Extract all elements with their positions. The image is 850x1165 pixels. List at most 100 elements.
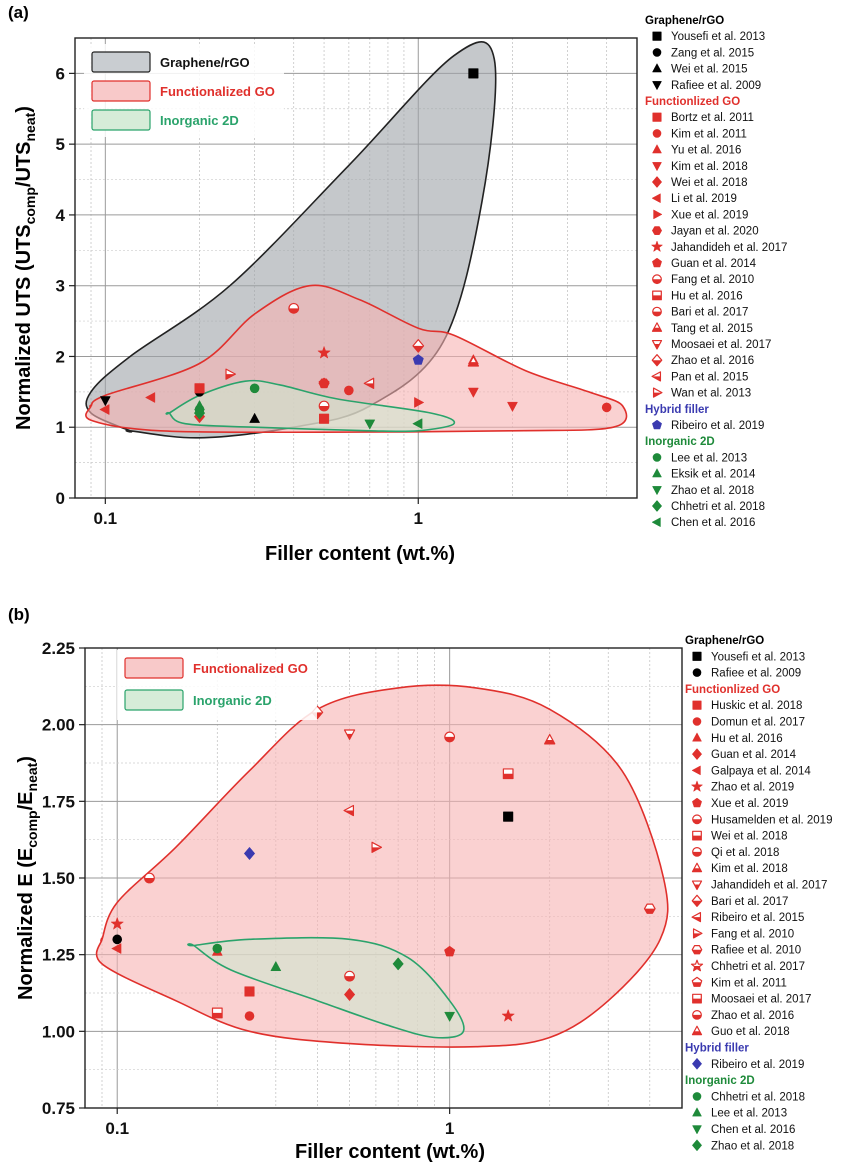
legend-entry: Wei et al. 2015 xyxy=(671,64,748,76)
y-axis-label-part: neat xyxy=(22,112,38,141)
marker-shape xyxy=(651,500,663,512)
legend-entry: Li et al. 2019 xyxy=(671,193,737,205)
data-point xyxy=(444,945,456,957)
marker-shape xyxy=(692,700,702,710)
legend-marker xyxy=(651,354,663,367)
legend-entry: Chen et al. 2016 xyxy=(711,1124,795,1136)
legend-entry: Ribeiro et al. 2019 xyxy=(671,420,764,432)
marker-half-fill xyxy=(346,733,353,740)
legend-marker xyxy=(692,732,702,742)
legend-entry: Fang et al. 2010 xyxy=(671,274,754,286)
legend-group-header: Hybrid filler xyxy=(685,1043,749,1055)
marker-half-fill xyxy=(652,327,662,332)
marker-half-fill xyxy=(444,736,455,742)
legend-entry: Tang et al. 2015 xyxy=(671,323,753,335)
legend-entry: Guan et al. 2014 xyxy=(671,258,757,270)
marker-half-fill xyxy=(652,279,662,284)
data-point xyxy=(467,356,480,367)
marker-shape xyxy=(112,934,123,945)
y-tick-label: 0.75 xyxy=(42,1099,75,1118)
marker-shape xyxy=(652,48,662,57)
legend-marker xyxy=(651,517,661,528)
legend-marker xyxy=(652,274,662,285)
legend-marker xyxy=(651,176,663,188)
marker-half-fill xyxy=(652,311,662,316)
legend-entry: Chhetri et al. 2018 xyxy=(671,501,765,513)
legend-marker xyxy=(692,1125,702,1135)
legend-marker xyxy=(653,209,663,220)
legend-marker xyxy=(692,1010,702,1020)
marker-shape xyxy=(318,377,330,389)
marker-shape xyxy=(468,68,479,79)
data-point xyxy=(392,957,404,971)
data-point xyxy=(249,383,260,394)
legend-entry: Domun et al. 2017 xyxy=(711,717,805,729)
data-point xyxy=(412,354,424,365)
legend-marker xyxy=(652,81,662,91)
legend-marker xyxy=(691,862,703,873)
legend-entry: Eksik et al. 2014 xyxy=(671,469,756,481)
legend-marker xyxy=(692,928,703,939)
legend-entry: Yu et al. 2016 xyxy=(671,145,741,157)
region-legend-label: Functionalized GO xyxy=(193,661,308,676)
legend-group-header: Inorganic 2D xyxy=(645,436,715,448)
legend-entry: Husamelden et al. 2019 xyxy=(711,814,832,826)
legend-entry: Ribeiro et al. 2015 xyxy=(711,912,804,924)
legend-marker xyxy=(691,1139,703,1152)
marker-shape xyxy=(652,419,662,430)
legend-entry: Wei et al. 2018 xyxy=(671,177,748,189)
y-axis-label-part: Normalized UTS (UTS xyxy=(13,224,35,430)
marker-shape xyxy=(392,957,404,971)
panel-b: (b) 0.1 1 0.75 1.00 1.25 1.50 1.75 2.00 2.25 Fille… xyxy=(8,605,832,1163)
data-point xyxy=(364,419,376,430)
legend-marker xyxy=(652,306,662,317)
data-point xyxy=(444,731,456,743)
marker-half-fill xyxy=(412,345,424,353)
legend-marker xyxy=(691,894,703,907)
legend-entry: Xue et al. 2019 xyxy=(711,798,788,810)
data-point xyxy=(244,1011,255,1021)
marker-shape xyxy=(244,1011,255,1021)
legend-marker xyxy=(692,651,702,661)
data-point xyxy=(643,903,656,914)
marker-shape xyxy=(145,392,156,403)
marker-outline xyxy=(690,959,704,972)
marker-half-fill xyxy=(144,878,155,883)
marker-shape xyxy=(652,486,662,496)
legend-entry: Hu et al. 2016 xyxy=(671,290,743,302)
marker-shape xyxy=(317,345,331,359)
region-legend-swatch xyxy=(91,80,151,102)
data-point xyxy=(412,418,423,430)
legend-group-header: Functionlized GO xyxy=(685,684,780,696)
legend-entry: Zhao et al. 2018 xyxy=(671,485,754,497)
legend-entry: Bortz et al. 2011 xyxy=(671,112,754,124)
marker-shape xyxy=(270,960,282,972)
x-tick-label: 0.1 xyxy=(105,1119,129,1138)
legend-marker xyxy=(691,880,703,891)
marker-shape xyxy=(690,780,704,793)
marker-shape xyxy=(691,748,703,761)
legend-entry: Kim et al. 2018 xyxy=(711,863,788,875)
marker-shape xyxy=(99,396,111,407)
marker-half-fill xyxy=(692,819,702,824)
legend-entry: Chen et al. 2016 xyxy=(671,517,755,529)
data-point xyxy=(99,404,110,415)
region-legend-label: Graphene/rGO xyxy=(160,55,250,70)
panel-a: (a) 0.1 1 0 1 2 3 4 5 6 Filler content (wt.%) Norma… xyxy=(8,3,787,565)
legend-entry: Jahandideh et al. 2017 xyxy=(671,242,787,254)
legend-marker xyxy=(652,31,662,41)
marker-half-fill xyxy=(468,362,479,366)
legend-marker xyxy=(692,700,702,710)
data-point xyxy=(601,402,612,413)
data-point xyxy=(317,345,331,359)
y-tick-label: 6 xyxy=(56,64,65,83)
legend-marker xyxy=(692,847,702,857)
marker-half-fill xyxy=(652,360,662,366)
marker-shape xyxy=(503,811,514,822)
y-tick-label: 1 xyxy=(56,418,65,437)
data-point xyxy=(503,811,514,822)
marker-half-fill xyxy=(544,740,555,744)
legend-entry: Rafiee et al. 2010 xyxy=(711,945,801,957)
data-point xyxy=(194,383,205,394)
y-tick-label: 2.25 xyxy=(42,639,75,658)
